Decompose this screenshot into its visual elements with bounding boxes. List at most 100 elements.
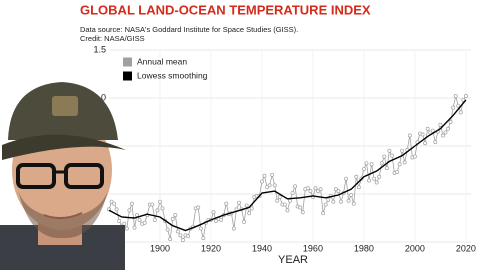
data-point <box>277 194 282 199</box>
data-point <box>349 193 354 197</box>
data-point <box>305 186 310 191</box>
data-point <box>231 226 236 231</box>
data-point <box>293 184 298 189</box>
data-point <box>382 154 387 159</box>
data-point <box>395 169 400 174</box>
data-point <box>384 166 389 171</box>
data-point <box>331 199 336 204</box>
series-line <box>108 99 467 232</box>
data-point <box>170 217 175 221</box>
data-point <box>397 162 402 167</box>
data-point <box>369 162 374 167</box>
data-point <box>150 202 155 207</box>
data-point <box>272 183 277 188</box>
data-point <box>461 97 466 102</box>
data-point <box>249 206 254 211</box>
data-point <box>112 201 117 206</box>
data-point <box>321 211 326 216</box>
data-point <box>275 198 280 203</box>
data-point <box>446 126 451 131</box>
data-point <box>270 172 275 177</box>
data-point <box>137 217 142 222</box>
data-point <box>453 94 458 99</box>
data-point <box>420 132 425 137</box>
data-point <box>326 197 331 202</box>
data-point <box>443 130 448 135</box>
data-point <box>211 210 216 215</box>
data-point <box>387 148 392 153</box>
data-point <box>114 207 119 212</box>
data-point <box>267 183 272 188</box>
data-point <box>282 202 287 207</box>
data-point <box>351 201 356 206</box>
data-point <box>323 202 328 207</box>
data-point <box>407 133 412 138</box>
data-point <box>178 233 183 238</box>
mouth <box>43 212 83 219</box>
data-point <box>124 226 129 231</box>
y-tick-label: 1.5 <box>93 44 106 54</box>
chart-credit: Credit: NASA/GISS <box>80 34 145 43</box>
glasses-left <box>16 163 56 189</box>
data-point <box>247 211 252 216</box>
data-point <box>175 229 180 234</box>
x-tick-label: 1940 <box>252 243 272 253</box>
x-tick-label: 1920 <box>201 243 221 253</box>
data-point <box>260 179 264 184</box>
data-point <box>219 217 224 222</box>
x-tick-label: 1980 <box>354 243 374 253</box>
data-point <box>265 185 270 190</box>
data-point <box>160 206 165 211</box>
data-point <box>142 220 147 225</box>
cap-brim <box>2 134 126 160</box>
data-point <box>196 205 201 210</box>
data-point <box>441 133 445 138</box>
data-point <box>290 191 295 195</box>
data-point <box>129 201 134 206</box>
data-point <box>425 126 430 131</box>
data-point <box>463 94 468 99</box>
data-point <box>372 176 377 181</box>
data-point <box>423 141 428 146</box>
data-point <box>433 140 438 145</box>
data-point <box>127 208 132 213</box>
data-point <box>333 187 338 192</box>
legend-label: Annual mean <box>137 56 187 66</box>
data-point <box>155 208 160 213</box>
data-point <box>298 205 303 210</box>
data-point <box>456 103 461 108</box>
legend-swatch <box>123 71 132 81</box>
chart: GLOBAL LAND-OCEAN TEMPERATURE INDEX Data… <box>80 2 476 265</box>
chart-title: GLOBAL LAND-OCEAN TEMPERATURE INDEX <box>80 2 371 17</box>
data-point <box>262 173 267 178</box>
data-point <box>237 200 241 205</box>
data-point <box>344 176 349 181</box>
x-tick-label: 2020 <box>456 243 476 253</box>
data-point <box>132 225 137 230</box>
glasses-right <box>64 163 104 189</box>
data-point <box>336 189 341 194</box>
data-point <box>458 110 463 115</box>
data-point <box>356 185 361 190</box>
data-point <box>412 154 417 159</box>
chart-subtitle: Data source: NASA's Goddard Institute fo… <box>80 25 298 34</box>
data-point <box>318 187 323 192</box>
data-point <box>313 186 318 191</box>
data-point <box>400 148 405 153</box>
data-point <box>377 174 382 179</box>
data-point <box>186 234 190 239</box>
data-point <box>201 236 206 241</box>
data-point <box>379 161 384 166</box>
data-point <box>448 120 453 124</box>
data-point <box>316 189 320 194</box>
beard <box>18 190 108 239</box>
data-point <box>242 219 247 224</box>
data-point <box>173 213 178 218</box>
data-point <box>165 227 170 232</box>
data-point <box>180 238 185 243</box>
data-point <box>390 153 394 158</box>
x-tick-label: 1960 <box>303 243 323 253</box>
data-point <box>158 199 162 204</box>
data-point <box>354 174 359 179</box>
data-point <box>374 180 379 185</box>
